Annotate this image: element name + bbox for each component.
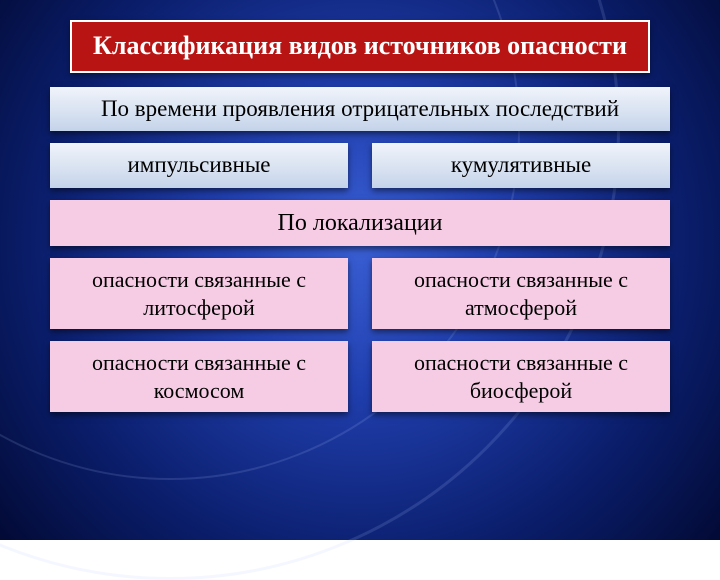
section1-item: кумулятивные: [372, 143, 670, 188]
section1-items-row: импульсивные кумулятивные: [50, 143, 670, 188]
section1-header: По времени проявления отрицательных посл…: [50, 87, 670, 132]
section2-header: По локализации: [50, 200, 670, 246]
section2-item: опасности связанные с космосом: [50, 341, 348, 412]
section2-item: опасности связанные с литосферой: [50, 258, 348, 329]
section1-item: импульсивные: [50, 143, 348, 188]
section2-item: опасности связанные с атмосферой: [372, 258, 670, 329]
section2-row2: опасности связанные с космосом опасности…: [50, 341, 670, 412]
slide-content: Классификация видов источников опасности…: [0, 0, 720, 540]
section2-item: опасности связанные с биосферой: [372, 341, 670, 412]
slide-title: Классификация видов источников опасности: [70, 20, 650, 73]
section2-row1: опасности связанные с литосферой опаснос…: [50, 258, 670, 329]
